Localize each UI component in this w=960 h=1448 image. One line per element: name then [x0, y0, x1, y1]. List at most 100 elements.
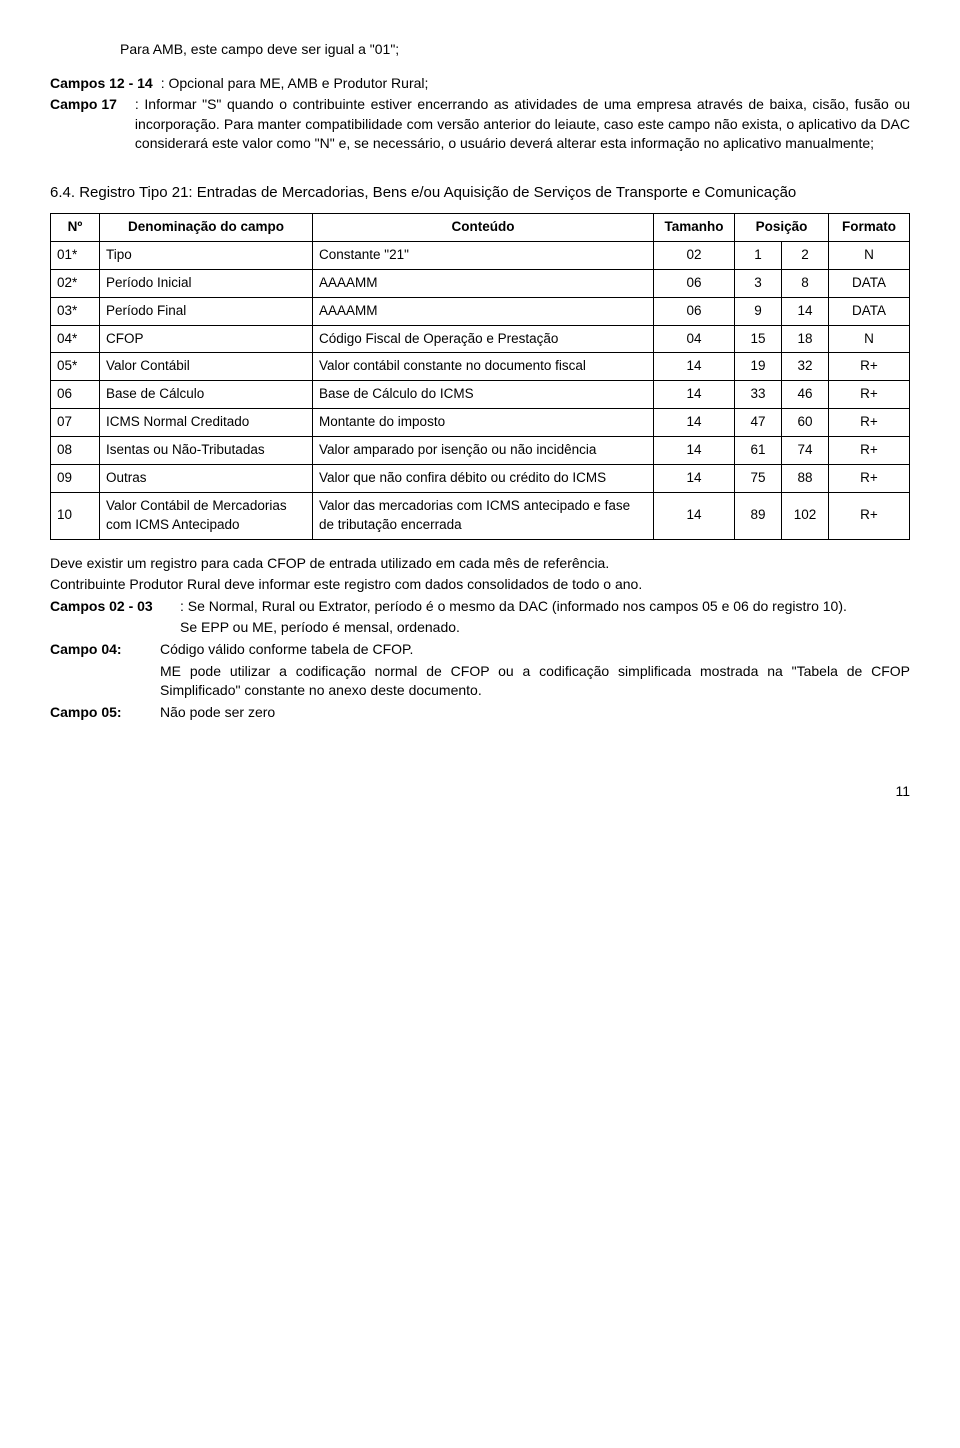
th-fmt: Formato: [829, 213, 910, 241]
cell-tam: 14: [654, 492, 735, 539]
cell-p1: 75: [735, 464, 782, 492]
cell-n: 06: [51, 381, 100, 409]
page-number: 11: [50, 782, 910, 802]
cell-n: 03*: [51, 297, 100, 325]
cell-p2: 8: [782, 269, 829, 297]
cell-p1: 33: [735, 381, 782, 409]
cell-cont: Código Fiscal de Operação e Prestação: [313, 325, 654, 353]
after-p2: Contribuinte Produtor Rural deve informa…: [50, 575, 910, 595]
cell-cont: Valor amparado por isenção ou não incidê…: [313, 437, 654, 465]
cell-den: Outras: [100, 464, 313, 492]
table-header-row: Nº Denominação do campo Conteúdo Tamanho…: [51, 213, 910, 241]
cell-n: 02*: [51, 269, 100, 297]
cell-n: 07: [51, 409, 100, 437]
cell-p1: 19: [735, 353, 782, 381]
after-p1: Deve existir um registro para cada CFOP …: [50, 554, 910, 574]
cell-fmt: R+: [829, 464, 910, 492]
campos-02-03-sub: Se EPP ou ME, período é mensal, ordenado…: [50, 618, 910, 638]
cell-tam: 06: [654, 269, 735, 297]
cell-p1: 47: [735, 409, 782, 437]
registro-21-table: Nº Denominação do campo Conteúdo Tamanho…: [50, 213, 910, 540]
cell-cont: Valor contábil constante no documento fi…: [313, 353, 654, 381]
cell-n: 05*: [51, 353, 100, 381]
campo-05-row: Campo 05: Não pode ser zero: [50, 703, 910, 723]
cell-tam: 14: [654, 437, 735, 465]
cell-cont: Constante "21": [313, 241, 654, 269]
section-title: Registro Tipo 21: Entradas de Mercadoria…: [79, 184, 796, 201]
campos-12-14-text: : Opcional para ME, AMB e Produtor Rural…: [153, 74, 429, 94]
campos-02-03-label: Campos 02 - 03: [50, 597, 180, 617]
cell-den: Período Final: [100, 297, 313, 325]
table-row: 03*Período FinalAAAAMM06914DATA: [51, 297, 910, 325]
cell-den: Valor Contábil: [100, 353, 313, 381]
th-den: Denominação do campo: [100, 213, 313, 241]
campo-17-text: : Informar "S" quando o contribuinte est…: [117, 95, 910, 154]
table-row: 05*Valor ContábilValor contábil constant…: [51, 353, 910, 381]
cell-p1: 9: [735, 297, 782, 325]
cell-tam: 06: [654, 297, 735, 325]
cell-p2: 14: [782, 297, 829, 325]
cell-p2: 46: [782, 381, 829, 409]
cell-cont: Valor das mercadorias com ICMS antecipad…: [313, 492, 654, 539]
cell-p2: 102: [782, 492, 829, 539]
cell-cont: AAAAMM: [313, 269, 654, 297]
cell-p2: 18: [782, 325, 829, 353]
cell-cont: Valor que não confira débito ou crédito …: [313, 464, 654, 492]
campo-17-row: Campo 17 : Informar "S" quando o contrib…: [50, 95, 910, 154]
campos-12-14-row: Campos 12 - 14 : Opcional para ME, AMB e…: [50, 74, 910, 94]
campo-04-sub: ME pode utilizar a codificação normal de…: [50, 662, 910, 701]
cell-n: 09: [51, 464, 100, 492]
campo-04-label: Campo 04:: [50, 640, 160, 660]
table-row: 10Valor Contábil de Mercadorias com ICMS…: [51, 492, 910, 539]
cell-p2: 32: [782, 353, 829, 381]
table-row: 01*TipoConstante "21"0212N: [51, 241, 910, 269]
cell-cont: Base de Cálculo do ICMS: [313, 381, 654, 409]
cell-fmt: DATA: [829, 269, 910, 297]
cell-fmt: R+: [829, 353, 910, 381]
cell-p2: 60: [782, 409, 829, 437]
cell-den: ICMS Normal Creditado: [100, 409, 313, 437]
cell-p2: 74: [782, 437, 829, 465]
cell-cont: AAAAMM: [313, 297, 654, 325]
cell-p1: 89: [735, 492, 782, 539]
intro-line1: Para AMB, este campo deve ser igual a "0…: [50, 40, 910, 60]
section-heading: 6.4. Registro Tipo 21: Entradas de Merca…: [50, 182, 910, 203]
th-tam: Tamanho: [654, 213, 735, 241]
cell-tam: 14: [654, 353, 735, 381]
table-row: 09OutrasValor que não confira débito ou …: [51, 464, 910, 492]
cell-fmt: DATA: [829, 297, 910, 325]
cell-cont: Montante do imposto: [313, 409, 654, 437]
cell-fmt: N: [829, 325, 910, 353]
cell-fmt: R+: [829, 437, 910, 465]
cell-fmt: R+: [829, 381, 910, 409]
th-cont: Conteúdo: [313, 213, 654, 241]
cell-den: Valor Contábil de Mercadorias com ICMS A…: [100, 492, 313, 539]
cell-n: 04*: [51, 325, 100, 353]
cell-den: Isentas ou Não-Tributadas: [100, 437, 313, 465]
cell-p1: 3: [735, 269, 782, 297]
table-row: 08Isentas ou Não-TributadasValor amparad…: [51, 437, 910, 465]
cell-fmt: R+: [829, 492, 910, 539]
section-number: 6.4.: [50, 184, 75, 201]
cell-fmt: R+: [829, 409, 910, 437]
campos-12-14-label: Campos 12 - 14: [50, 74, 153, 94]
cell-tam: 02: [654, 241, 735, 269]
cell-tam: 14: [654, 464, 735, 492]
cell-den: Tipo: [100, 241, 313, 269]
cell-tam: 14: [654, 409, 735, 437]
th-pos: Posição: [735, 213, 829, 241]
campo-04-text: Código válido conforme tabela de CFOP.: [160, 640, 910, 660]
cell-tam: 04: [654, 325, 735, 353]
th-n: Nº: [51, 213, 100, 241]
cell-p1: 1: [735, 241, 782, 269]
cell-den: Base de Cálculo: [100, 381, 313, 409]
cell-p2: 88: [782, 464, 829, 492]
cell-p1: 15: [735, 325, 782, 353]
cell-p2: 2: [782, 241, 829, 269]
campo-04-row: Campo 04: Código válido conforme tabela …: [50, 640, 910, 660]
campo-05-label: Campo 05:: [50, 703, 160, 723]
cell-n: 10: [51, 492, 100, 539]
after-table-block: Deve existir um registro para cada CFOP …: [50, 554, 910, 723]
cell-den: Período Inicial: [100, 269, 313, 297]
cell-n: 08: [51, 437, 100, 465]
